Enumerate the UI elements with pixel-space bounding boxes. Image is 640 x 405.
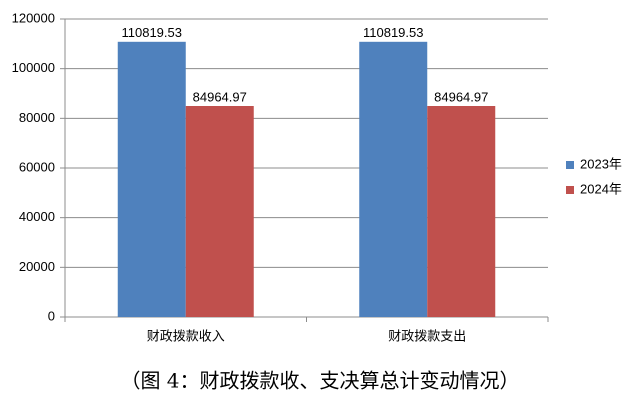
y-tick-label: 40000: [19, 209, 55, 224]
data-label: 84964.97: [193, 89, 247, 104]
data-label: 110819.53: [122, 25, 183, 40]
y-tick-label: 100000: [12, 60, 55, 75]
x-tick-label: 财政拨款支出: [388, 328, 466, 343]
data-label: 84964.97: [434, 89, 488, 104]
legend-label: 2023年: [580, 156, 622, 171]
bar: [427, 106, 496, 317]
bar: [359, 41, 428, 318]
legend-swatch: [566, 186, 574, 194]
chart-title: （图 4：财政拨款收、支决算总计变动情况）: [120, 369, 519, 393]
y-tick-label: 20000: [19, 259, 55, 274]
legend-label: 2024年: [580, 181, 622, 196]
y-tick-label: 60000: [19, 159, 55, 174]
bar: [185, 106, 254, 317]
y-tick-label: 80000: [19, 110, 55, 125]
bar: [117, 41, 186, 318]
legend-swatch: [566, 161, 574, 169]
data-label: 110819.53: [363, 25, 424, 40]
y-tick-label: 120000: [12, 10, 55, 25]
y-tick-label: 0: [48, 308, 55, 323]
x-tick-label: 财政拨款收入: [147, 328, 225, 343]
